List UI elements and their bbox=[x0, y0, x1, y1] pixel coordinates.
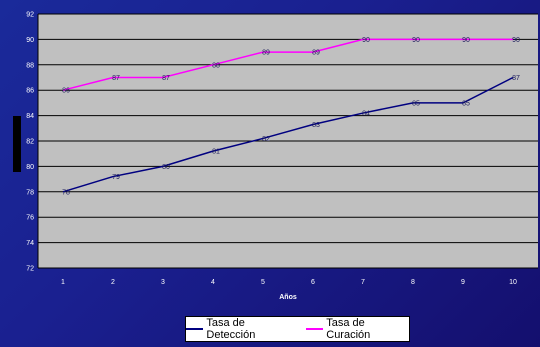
y-axis-title-box bbox=[13, 116, 21, 172]
data-label-s0-9: 87 bbox=[512, 75, 520, 82]
data-label-s0-7: 85 bbox=[412, 100, 420, 107]
x-tick-label-4: 4 bbox=[211, 279, 215, 286]
y-tick-label-80: 80 bbox=[26, 164, 34, 171]
y-tick-label-82: 82 bbox=[26, 139, 34, 146]
data-label-s1-0: 86 bbox=[62, 88, 70, 95]
legend-swatch-cure bbox=[305, 328, 324, 330]
y-tick-label-90: 90 bbox=[26, 37, 34, 44]
data-label-s1-3: 88 bbox=[212, 62, 220, 69]
chart-legend: Tasa de Detección Tasa de Curación bbox=[185, 316, 410, 342]
legend-swatch-detection bbox=[186, 328, 204, 330]
y-tick-label-72: 72 bbox=[26, 266, 34, 273]
x-tick-label-1: 1 bbox=[61, 279, 65, 286]
data-label-s1-4: 89 bbox=[262, 50, 270, 57]
x-axis-ticks: 1 2 3 4 5 6 7 8 9 10 bbox=[61, 279, 517, 286]
data-label-s0-0: 78 bbox=[62, 189, 70, 196]
legend-item-cure: Tasa de Curación bbox=[305, 317, 409, 341]
y-tick-label-84: 84 bbox=[26, 113, 34, 120]
y-tick-label-92: 92 bbox=[26, 12, 34, 19]
data-label-s1-2: 87 bbox=[162, 75, 170, 82]
x-axis-title: Años bbox=[279, 294, 297, 301]
x-tick-label-5: 5 bbox=[261, 279, 265, 286]
data-label-s1-7: 90 bbox=[412, 37, 420, 44]
x-tick-label-6: 6 bbox=[311, 279, 315, 286]
data-label-s0-4: 82 bbox=[262, 136, 270, 143]
data-label-s0-2: 80 bbox=[162, 164, 170, 171]
data-label-s0-1: 79 bbox=[112, 174, 120, 181]
series-line-0 bbox=[62, 76, 514, 193]
y-axis-ticks: 72 74 76 78 80 82 84 86 88 90 92 bbox=[26, 12, 34, 273]
data-label-s0-6: 84 bbox=[362, 111, 370, 118]
x-tick-label-9: 9 bbox=[461, 279, 465, 286]
data-label-s1-1: 87 bbox=[112, 75, 120, 82]
data-label-s0-5: 83 bbox=[312, 122, 320, 129]
data-label-s0-3: 81 bbox=[212, 149, 220, 156]
y-tick-label-76: 76 bbox=[26, 215, 34, 222]
x-tick-label-3: 3 bbox=[161, 279, 165, 286]
data-label-s1-6: 90 bbox=[362, 37, 370, 44]
data-label-s1-5: 89 bbox=[312, 50, 320, 57]
series-layer bbox=[62, 38, 514, 193]
data-label-s1-9: 90 bbox=[512, 37, 520, 44]
x-tick-label-10: 10 bbox=[509, 279, 517, 286]
x-tick-label-8: 8 bbox=[411, 279, 415, 286]
legend-label-detection: Tasa de Detección bbox=[206, 317, 256, 341]
x-tick-label-7: 7 bbox=[361, 279, 365, 286]
y-tick-label-86: 86 bbox=[26, 88, 34, 95]
x-tick-label-2: 2 bbox=[111, 279, 115, 286]
y-tick-label-88: 88 bbox=[26, 62, 34, 69]
legend-label-cure: Tasa de Curación bbox=[326, 317, 371, 341]
data-labels: 78 79 80 81 82 83 84 85 85 87 86 87 87 88 89 89 90 90 90 90 bbox=[62, 37, 520, 196]
y-tick-label-78: 78 bbox=[26, 189, 34, 196]
y-tick-label-74: 74 bbox=[26, 240, 34, 247]
data-label-s0-8: 85 bbox=[462, 100, 470, 107]
series-line-1 bbox=[62, 38, 513, 91]
legend-item-detection: Tasa de Detección bbox=[186, 317, 294, 341]
data-label-s1-8: 90 bbox=[462, 37, 470, 44]
